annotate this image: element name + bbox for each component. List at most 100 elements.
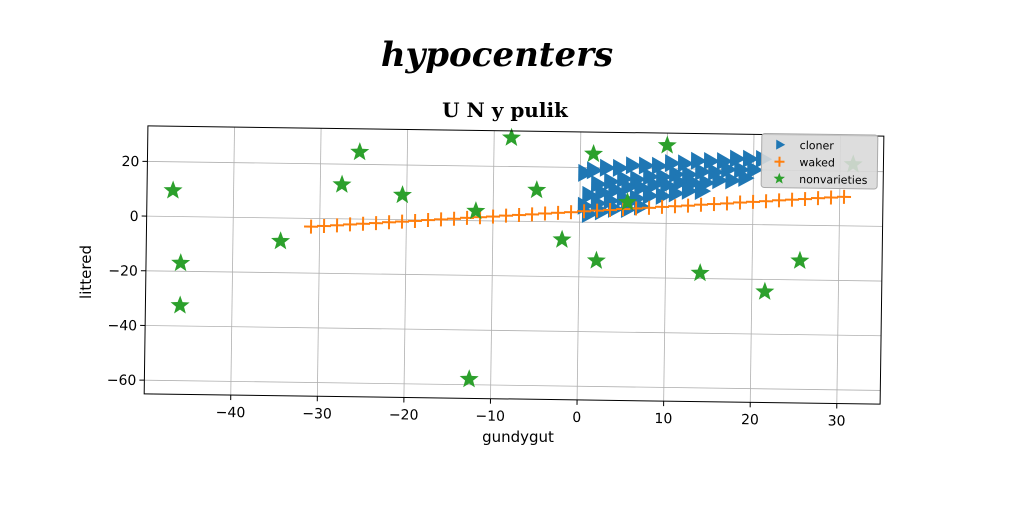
cloner-point (682, 165, 699, 184)
cloner-point (694, 181, 712, 200)
waked-point (421, 213, 436, 228)
waked-point (577, 204, 592, 219)
grid-lines (144, 127, 884, 404)
waked-point (824, 190, 839, 205)
cloner-point (582, 185, 599, 204)
nonvarieties-point (466, 201, 486, 220)
waked-point (525, 207, 540, 222)
waked-point (785, 192, 800, 207)
waked-point (733, 195, 748, 210)
cloner-point (608, 180, 625, 199)
cloner-point (604, 172, 621, 191)
waked-point (330, 218, 345, 233)
cloner-point (643, 167, 660, 186)
nonvarieties-point (171, 253, 191, 272)
cloner-point (638, 156, 656, 175)
nonvarieties-point (657, 135, 677, 154)
series-cloner (577, 149, 773, 223)
nonvarieties-point (163, 180, 183, 199)
waked-point (668, 199, 683, 214)
legend-label-waked: waked (799, 156, 835, 169)
cloner-point (703, 151, 721, 170)
nonvarieties-point (527, 180, 547, 199)
y-tick-label: 20 (121, 154, 139, 170)
cloner-point (590, 194, 608, 213)
legend-label-cloner: cloner (800, 139, 835, 152)
x-grid-line (403, 129, 409, 398)
waked-point (772, 193, 787, 208)
nonvarieties-point (392, 185, 412, 204)
waked-point (356, 216, 371, 231)
legend-marker-waked (774, 156, 785, 167)
waked-point (343, 217, 358, 232)
waked-point (811, 191, 826, 206)
nonvarieties-point (332, 174, 352, 193)
x-grid-line (316, 128, 322, 397)
cloner-point (577, 196, 595, 215)
cloner-point (716, 152, 734, 171)
cloner-point (630, 170, 647, 189)
cloner-point (669, 165, 686, 184)
y-tick-label: −40 (107, 318, 137, 334)
x-tick-label: 10 (654, 411, 672, 427)
x-tick-label: −40 (216, 405, 246, 421)
waked-point (434, 212, 449, 227)
x-tick-label: −30 (302, 406, 332, 422)
nonvarieties-point (790, 250, 810, 269)
cloner-point (664, 154, 682, 173)
cloner-point (708, 162, 725, 181)
legend: cloner waked nonvarieties (760, 132, 879, 190)
y-tick-label: 0 (130, 209, 139, 225)
legend-marker-nonvarieties (773, 172, 785, 184)
cloner-point (621, 178, 638, 197)
cloner-point (660, 175, 677, 194)
waked-point (798, 192, 813, 207)
waked-point (837, 189, 852, 204)
cloner-point (668, 184, 686, 203)
waked-point (382, 215, 397, 230)
x-grid-line (749, 134, 755, 403)
cloner-point (617, 169, 634, 188)
waked-point (499, 208, 514, 223)
series-layer (163, 127, 863, 388)
series-nonvarieties (163, 127, 863, 388)
cloner-point (681, 181, 699, 200)
cloner-point (677, 154, 695, 173)
cloner-point (633, 197, 651, 216)
cloner-point (747, 160, 764, 179)
waked-point (759, 194, 774, 209)
x-axis-label: gundygut (482, 428, 554, 446)
waked-point (603, 202, 618, 218)
waked-point (590, 203, 605, 218)
x-grid-line (230, 127, 235, 396)
cloner-point (695, 162, 712, 181)
cloner-point (642, 186, 660, 205)
waked-point (395, 214, 410, 229)
legend-box (760, 132, 879, 190)
waked-point (317, 218, 332, 233)
cloner-point (612, 158, 630, 177)
waked-point (408, 213, 423, 228)
x-tick-label: 30 (828, 413, 846, 429)
waked-point (746, 194, 761, 209)
y-grid-line (144, 379, 881, 391)
y-axis-label: littered (77, 245, 95, 299)
cloner-point (629, 189, 647, 208)
x-tick-label: −10 (475, 408, 505, 424)
cloner-point (712, 171, 729, 190)
waked-point (655, 199, 670, 214)
nonvarieties-point (552, 229, 572, 248)
cloner-point (603, 191, 621, 210)
waked-point (304, 219, 319, 234)
legend-label-nonvarieties: nonvarieties (799, 173, 868, 187)
cloner-point (595, 183, 612, 202)
cloner-point (586, 161, 604, 180)
figure-suptitle: hypocenters (381, 35, 613, 75)
cloner-point (656, 167, 673, 186)
x-tick-label: −20 (389, 407, 419, 423)
axes-frame (143, 125, 885, 405)
waked-point (369, 216, 384, 231)
nonvarieties-point (501, 127, 522, 146)
waked-point (707, 197, 722, 212)
